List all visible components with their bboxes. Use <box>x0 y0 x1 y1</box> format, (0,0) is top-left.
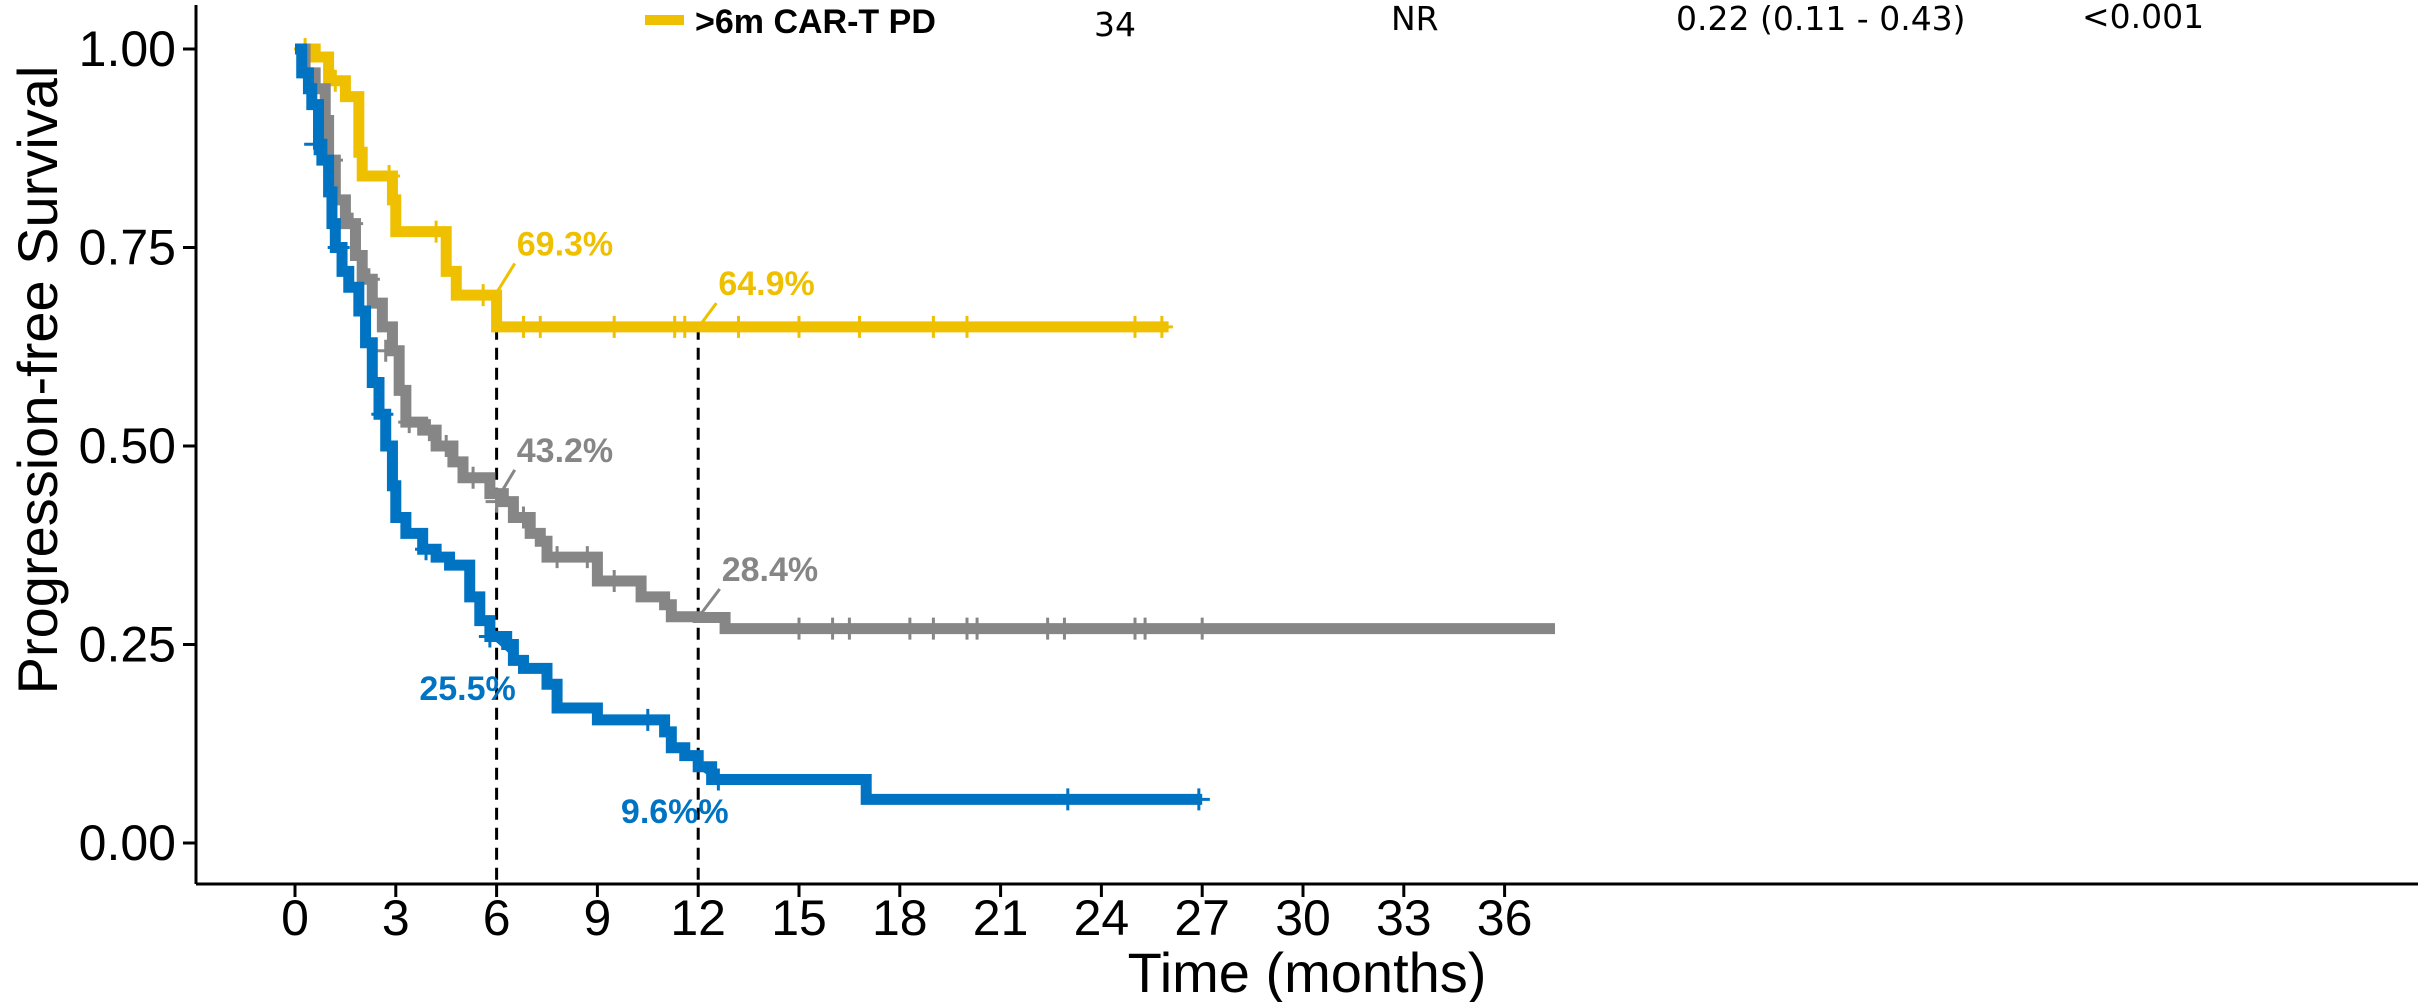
censor-mark <box>1053 617 1076 640</box>
censor-mark <box>374 339 397 362</box>
censor-mark <box>922 315 945 338</box>
annotation-leader <box>697 765 717 781</box>
censor-mark <box>673 315 696 338</box>
censor-mark <box>341 212 364 235</box>
censor-mark <box>848 315 871 338</box>
censor-mark <box>838 617 861 640</box>
survival-curve-1 <box>295 43 1555 635</box>
y-tick-label: 0.75 <box>79 220 176 276</box>
x-tick-label: 24 <box>1074 890 1130 946</box>
annotation-leader <box>696 302 718 329</box>
censor-mark <box>788 315 810 338</box>
censor-mark <box>371 403 394 426</box>
legend-p: <0.001 <box>2082 0 2204 36</box>
annotations: 69.3% 64.9% 43.2% 28.4% 25.5% 9.6%% <box>419 225 818 831</box>
censor-mark <box>1124 315 1146 338</box>
censor-mark <box>472 284 495 307</box>
legend-hr: 0.22 (0.11 - 0.43) <box>1676 0 1966 38</box>
censor-mark <box>418 419 441 442</box>
x-tick-label: 21 <box>973 890 1029 946</box>
annotation-label: 64.9% <box>718 265 814 303</box>
annotation-leader <box>495 639 516 658</box>
censor-mark <box>788 617 810 640</box>
x-tick-label: 6 <box>483 890 511 946</box>
annotation-leader <box>697 588 721 619</box>
x-ticks: 0 3 6 9 12 15 18 21 24 27 30 33 36 <box>281 884 1532 946</box>
censor-mark <box>324 69 347 92</box>
censor-mark <box>1134 617 1157 640</box>
censor-mark <box>546 546 569 569</box>
censor-mark <box>1150 315 1173 338</box>
censor-mark <box>898 617 921 640</box>
censor-mark <box>478 625 501 648</box>
censor-mark <box>485 490 508 513</box>
annotation-leader <box>495 262 517 294</box>
censor-mark <box>576 546 599 569</box>
censor-mark <box>707 768 730 791</box>
censor-mark <box>966 617 989 640</box>
censor-mark <box>357 268 380 291</box>
annotation-label: 43.2% <box>517 432 613 470</box>
x-tick-label: 0 <box>281 890 309 946</box>
annotation-leader <box>495 469 517 501</box>
censor-mark <box>327 236 350 259</box>
censor-mark <box>398 411 421 434</box>
censor-mark <box>1056 788 1079 811</box>
censor-mark <box>435 435 458 457</box>
censor-mark <box>304 133 327 156</box>
censor-mark <box>378 165 401 188</box>
x-axis-title: Time (months) <box>1128 941 1487 1002</box>
censor-mark <box>1187 788 1210 811</box>
x-tick-label: 18 <box>872 890 928 946</box>
legend-median: NR <box>1391 0 1439 38</box>
y-tick-label: 0.00 <box>79 815 176 871</box>
censor-mark <box>603 569 626 592</box>
censor-mark <box>512 506 535 529</box>
annotation-label: 28.4% <box>722 551 818 589</box>
reference-lines <box>495 327 700 884</box>
y-axis-title: Progression-free Survival <box>6 66 69 695</box>
x-tick-label: 15 <box>771 890 827 946</box>
x-tick-label: 9 <box>583 890 611 946</box>
survival-curve-0 <box>295 43 1169 333</box>
annotation-label: 69.3% <box>517 225 613 263</box>
x-tick-label: 27 <box>1174 890 1230 946</box>
censor-mark <box>636 708 659 731</box>
x-tick-label: 12 <box>670 890 726 946</box>
annotation-label: 9.6%% <box>621 793 729 831</box>
censor-mark <box>529 315 552 338</box>
censor-mark <box>425 220 448 243</box>
censor-mark <box>922 617 945 640</box>
survival-curves <box>294 38 1555 811</box>
censor-mark <box>956 315 978 338</box>
censor-mark <box>1191 617 1214 640</box>
y-ticks: 0.00 0.25 0.50 0.75 1.00 <box>79 21 196 871</box>
legend-n: 34 <box>1094 5 1136 44</box>
legend-series-name: >6m CAR-T PD <box>695 3 936 41</box>
censor-mark <box>462 466 485 489</box>
x-tick-label: 36 <box>1477 890 1533 946</box>
y-tick-label: 1.00 <box>79 21 176 77</box>
legend-row: >6m CAR-T PD 34 NR 0.22 (0.11 - 0.43) <0… <box>645 0 2204 44</box>
censor-mark <box>727 315 750 338</box>
x-tick-label: 30 <box>1275 890 1331 946</box>
y-tick-label: 0.50 <box>79 418 176 474</box>
annotation-label: 25.5% <box>419 670 515 708</box>
y-tick-label: 0.25 <box>79 617 176 673</box>
censor-mark <box>603 315 626 338</box>
censor-mark <box>415 538 438 561</box>
x-tick-label: 3 <box>382 890 410 946</box>
x-tick-label: 33 <box>1376 890 1432 946</box>
